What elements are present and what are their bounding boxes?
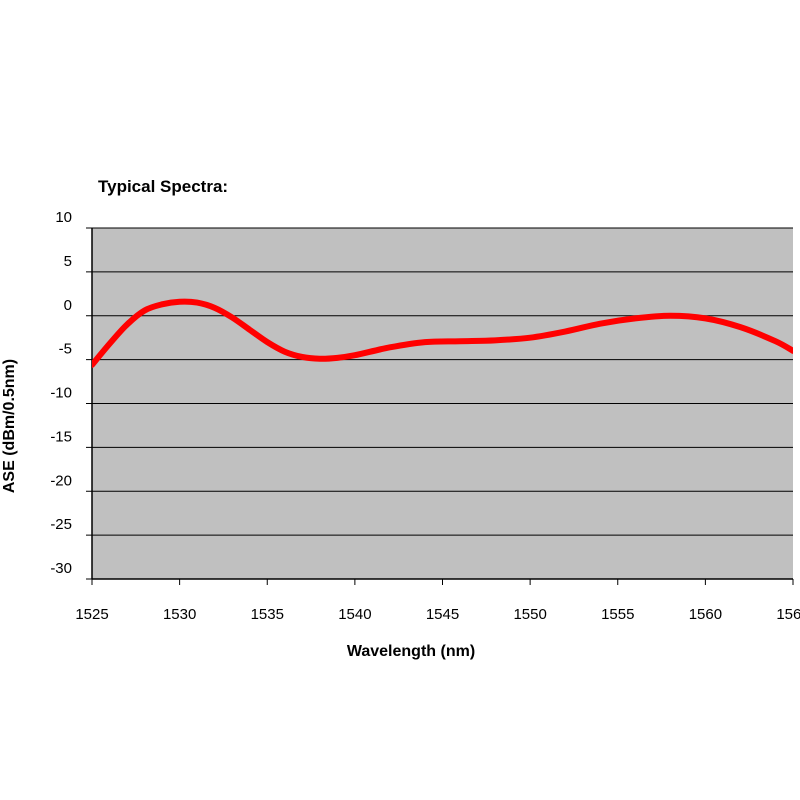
y-tick-label: -20 bbox=[50, 472, 72, 489]
x-tick-label: 1545 bbox=[426, 606, 459, 623]
x-tick-label: 1560 bbox=[689, 606, 722, 623]
x-tick-label: 1525 bbox=[75, 606, 108, 623]
y-tick-label: -30 bbox=[50, 560, 72, 577]
x-axis-ticks: 1525 1530 1535 1540 1545 1550 1555 1560 1565 bbox=[75, 579, 800, 623]
x-tick-label: 1530 bbox=[163, 606, 196, 623]
y-tick-label: 5 bbox=[64, 253, 72, 270]
x-tick-label: 1550 bbox=[513, 606, 546, 623]
x-axis-label: Wavelength (nm) bbox=[347, 643, 475, 660]
series-line-ase bbox=[92, 298, 793, 368]
x-tick-label: 1535 bbox=[251, 606, 284, 623]
y-tick-label: -5 bbox=[59, 341, 72, 358]
y-axis-ticks: 10 5 0 -5 -10 -15 -20 -25 -30 bbox=[50, 209, 92, 580]
y-tick-label: 0 bbox=[64, 297, 72, 314]
y-axis-label: ASE (dBm/0.5nm) bbox=[1, 359, 18, 493]
y-tick-label: -25 bbox=[50, 516, 72, 533]
grid-lines bbox=[92, 227, 793, 536]
y-tick-label: -10 bbox=[50, 385, 72, 402]
y-tick-label: -15 bbox=[50, 428, 72, 445]
x-tick-label: 1565 bbox=[776, 606, 800, 623]
y-tick-label: 10 bbox=[55, 209, 72, 226]
chart-title: Typical Spectra: bbox=[98, 177, 228, 196]
x-tick-label: 1555 bbox=[601, 606, 634, 623]
series-group bbox=[92, 298, 793, 368]
x-tick-label: 1540 bbox=[338, 606, 371, 623]
